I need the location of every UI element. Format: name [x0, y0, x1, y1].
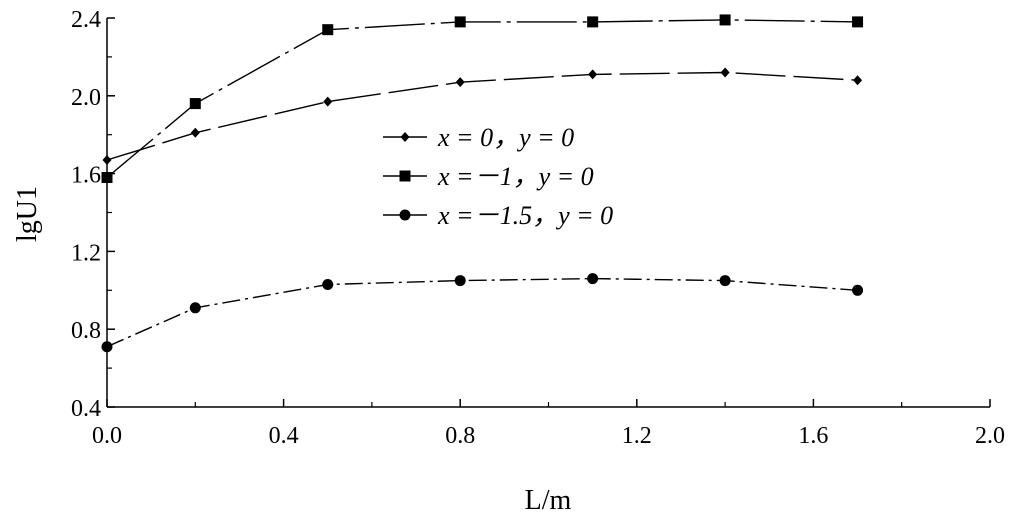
- data-point: [853, 75, 863, 86]
- y-tick-label: 2.0: [71, 85, 101, 111]
- x-tick-label: 0.8: [445, 423, 475, 449]
- legend-marker: [399, 209, 411, 221]
- series-3: [101, 273, 864, 353]
- data-point: [322, 278, 334, 290]
- y-tick-label: 2.4: [71, 7, 101, 33]
- x-tick-label: 0.4: [269, 423, 299, 449]
- series-layer: [101, 14, 864, 353]
- y-tick-label: 0.4: [71, 396, 101, 422]
- legend-label: x = 0，y = 0: [437, 123, 574, 152]
- x-tick-label: 1.6: [798, 423, 828, 449]
- legend-marker: [399, 170, 411, 182]
- series-1: [102, 67, 863, 165]
- series-line: [106, 277, 858, 348]
- legend-label: x =－1，y = 0: [437, 162, 594, 191]
- series-2: [101, 14, 864, 183]
- legend-entry: x =－1.5，y = 0: [383, 201, 613, 230]
- y-tick-label: 1.2: [71, 240, 101, 266]
- y-tick-label: 1.6: [71, 163, 101, 189]
- data-point: [455, 77, 465, 88]
- y-axis-label: lgU1: [12, 186, 43, 242]
- data-point: [189, 302, 201, 314]
- axes: 0.0 0.4 0.8 1.2 1.6 2.00.40.81.21.62.02.4: [71, 7, 1005, 449]
- series-line: [106, 19, 858, 179]
- data-point: [454, 275, 466, 287]
- data-point: [189, 98, 201, 110]
- data-point: [588, 69, 598, 80]
- data-point: [587, 273, 599, 285]
- legend-label: x =－1.5，y = 0: [437, 201, 613, 230]
- legend-entry: x =－1，y = 0: [383, 162, 594, 191]
- data-point: [852, 284, 864, 296]
- x-tick-label: 1.2: [622, 423, 652, 449]
- legend-marker: [400, 132, 410, 142]
- data-point: [190, 127, 200, 138]
- data-point: [323, 96, 333, 107]
- data-point: [720, 67, 730, 78]
- x-tick-label: 2.0: [975, 423, 1005, 449]
- data-point: [852, 16, 864, 28]
- data-point: [454, 16, 466, 28]
- data-point: [101, 171, 113, 183]
- y-tick-label: 0.8: [71, 318, 101, 344]
- legend: x = 0，y = 0 x =－1，y = 0 x =－1.5，y = 0: [383, 123, 613, 230]
- data-point: [719, 14, 731, 26]
- data-point: [102, 154, 112, 165]
- data-point: [587, 16, 599, 28]
- x-axis-label: L/m: [525, 485, 572, 516]
- x-tick-label: 0.0: [92, 423, 122, 449]
- legend-entry: x = 0，y = 0: [383, 123, 574, 152]
- data-point: [101, 341, 113, 353]
- data-point: [719, 275, 731, 287]
- data-point: [322, 24, 334, 36]
